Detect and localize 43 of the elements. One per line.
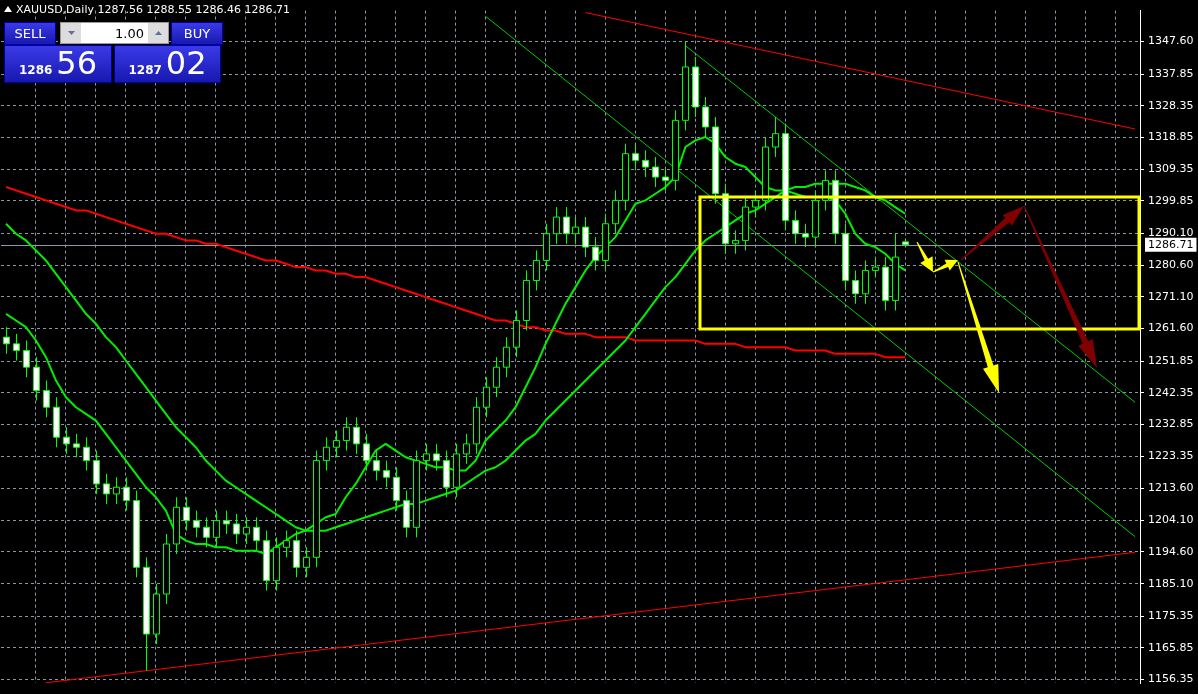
candlestick [213, 510, 220, 548]
y-tick-label: 1194.60 [1148, 544, 1194, 558]
y-tick-label: 1309.35 [1148, 162, 1194, 176]
annotation: 02 [165, 44, 207, 82]
annotation: BUY [171, 22, 223, 45]
y-tick-label: 1337.85 [1148, 67, 1194, 80]
annotation: 1.00 [114, 25, 145, 41]
candlestick [193, 510, 200, 538]
chart-title: XAUUSD,Daily 1287.56 1288.55 1286.46 1286.71 [16, 2, 290, 16]
y-tick-label: 1280.60 [1148, 257, 1194, 271]
candlestick [73, 433, 80, 458]
y-tick-label: 1299.85 [1148, 193, 1194, 207]
y-tick-label: 1251.85 [1148, 353, 1194, 367]
y-tick-label: 1175.35 [1148, 609, 1194, 623]
y-tick-label: 1271.10 [1148, 289, 1194, 303]
candlestick [283, 530, 290, 558]
candlestick [802, 223, 809, 248]
y-tick-label: 1185.10 [1148, 576, 1194, 590]
y-tick-label: 1204.10 [1148, 513, 1194, 527]
annotation: SELL [4, 22, 56, 45]
annotation: 56 [56, 44, 98, 82]
candlestick [333, 430, 340, 458]
quantity-field: 1.00 [60, 22, 169, 44]
candlestick [13, 333, 20, 362]
y-tick-label: 1232.85 [1148, 417, 1194, 431]
y-tick-label: 1328.35 [1148, 98, 1194, 112]
candlestick [43, 380, 50, 418]
candlestick [632, 143, 639, 171]
candlestick [383, 460, 390, 488]
y-tick-label: 1156.35 [1148, 672, 1194, 686]
y-tick-label: 1223.35 [1148, 448, 1194, 462]
annotation: 1287 [128, 63, 162, 77]
y-tick-label: 1290.10 [1148, 226, 1194, 240]
y-tick-label: 1165.85 [1148, 640, 1194, 654]
y-tick-label: 1242.35 [1148, 385, 1194, 399]
candlestick [772, 116, 779, 158]
y-tick-label: 1347.60 [1148, 34, 1194, 48]
y-tick-label: 1213.60 [1148, 481, 1194, 495]
annotation: 1286 [18, 63, 53, 77]
candlestick [23, 340, 30, 378]
y-tick-label: 1261.60 [1148, 321, 1194, 335]
y-tick-label: 1318.85 [1148, 130, 1194, 144]
ref-line-label: 1286.71 [1148, 237, 1194, 251]
